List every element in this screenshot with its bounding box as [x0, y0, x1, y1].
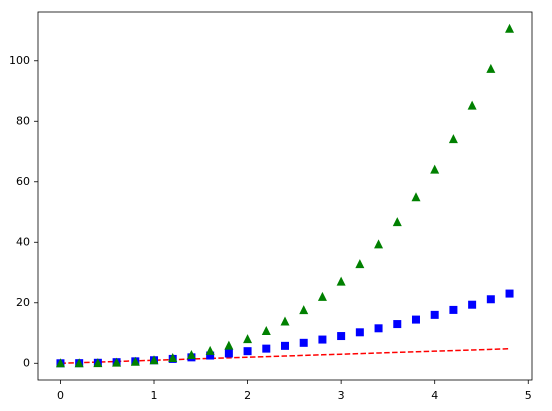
x-tick-label: 0	[57, 389, 64, 402]
square-marker	[337, 332, 346, 341]
square-marker	[318, 335, 327, 344]
y-tick-label: 40	[16, 235, 30, 248]
triangle-marker	[55, 358, 65, 368]
y-tick-label: 100	[9, 54, 30, 67]
triangle-marker	[243, 334, 253, 344]
triangle-marker	[205, 345, 215, 355]
triangle-marker	[168, 353, 178, 363]
y-tick-label: 20	[16, 296, 30, 309]
x-tick-label: 2	[244, 389, 251, 402]
triangle-marker	[261, 326, 271, 336]
square-marker	[243, 347, 252, 356]
triangle-marker	[299, 305, 309, 315]
triangle-marker	[505, 23, 515, 33]
triangle-marker	[93, 358, 103, 368]
triangle-marker	[280, 316, 290, 326]
triangle-marker	[374, 239, 384, 249]
triangle-marker	[336, 276, 346, 286]
x-tick-label: 3	[338, 389, 345, 402]
x-tick-label: 1	[151, 389, 158, 402]
triangle-marker	[149, 355, 159, 365]
y-tick-label: 80	[16, 114, 30, 127]
triangle-marker	[130, 356, 140, 366]
square-marker	[374, 324, 383, 333]
triangle-marker	[411, 192, 421, 202]
triangle-marker	[467, 100, 477, 110]
triangle-marker	[186, 349, 196, 359]
triangle-marker	[355, 259, 365, 269]
triangle-marker	[112, 357, 122, 367]
square-marker	[486, 295, 495, 304]
square-marker	[299, 338, 308, 347]
x-tick-label: 4	[431, 389, 438, 402]
square-marker	[262, 344, 271, 353]
square-marker	[505, 289, 514, 298]
square-marker	[449, 305, 458, 314]
triangle-marker	[392, 217, 402, 227]
square-marker	[224, 349, 233, 358]
triangle-marker	[430, 164, 440, 174]
triangle-marker	[486, 63, 496, 73]
triangle-marker	[224, 340, 234, 350]
square-marker	[468, 300, 477, 309]
x-tick-label: 5	[525, 389, 532, 402]
plot-frame	[37, 11, 533, 381]
y-tick-label: 60	[16, 175, 30, 188]
square-marker	[393, 320, 402, 329]
triangle-marker	[317, 291, 327, 301]
square-marker	[430, 310, 439, 319]
square-marker	[206, 351, 215, 360]
triangle-marker	[448, 134, 458, 144]
triangle-marker	[74, 358, 84, 368]
square-marker	[281, 341, 289, 350]
square-marker	[355, 328, 364, 337]
y-tick-label: 0	[23, 356, 30, 369]
square-marker	[411, 315, 420, 324]
